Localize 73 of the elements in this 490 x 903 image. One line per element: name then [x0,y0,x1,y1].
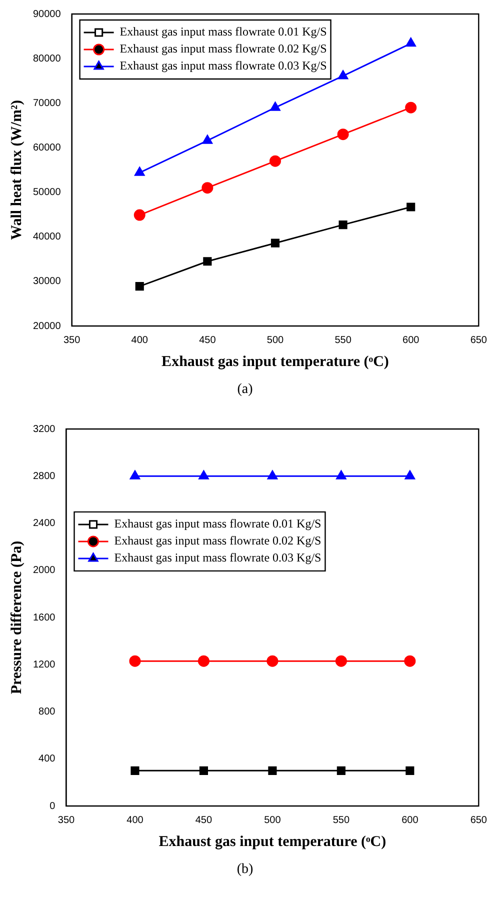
x-tick-label: 450 [195,814,212,826]
point [269,155,281,167]
point [337,128,349,140]
y-tick-label: 3200 [32,424,56,435]
legend-label: Exhaust gas input mass flowrate 0.01 Kg/S [114,516,322,531]
y-axis-title: Pressure difference (Pa) [8,540,25,694]
y-axis-title: Wall heat flux (W/m²) [8,100,25,240]
point [270,238,280,248]
point [270,102,280,111]
x-tick-label: 500 [264,814,282,826]
y-tick-label: 2800 [32,470,56,482]
x-tick-label: 600 [402,334,420,346]
y-tick-label: 90000 [32,8,62,20]
y-tick-label: 1600 [32,612,56,624]
x-axis-title: Exhaust gas input temperature (ᵒC) [158,834,386,850]
x-tick-label: 550 [332,814,350,826]
point [266,655,278,667]
legend-label: Exhaust gas input mass flowrate 0.02 Kg/S [120,42,327,56]
y-tick-label: 2000 [32,565,56,576]
point [335,655,347,667]
point [404,655,416,667]
point [406,38,416,47]
point [338,220,348,230]
y-tick-label: 40000 [32,232,62,243]
point [130,766,140,775]
y-tick-label: 1200 [32,659,56,670]
y-tick-label: 400 [38,754,56,765]
point [203,257,212,266]
text: (b) [236,861,254,879]
y-tick-label: 60000 [32,142,62,154]
point [134,209,146,221]
y-tick-label: 80000 [32,53,62,64]
x-tick-label: 550 [334,334,352,346]
point [336,470,346,480]
y-tick-label: 800 [38,706,56,718]
legend-label: Exhaust gas input mass flowrate 0.03 Kg/S [120,58,327,73]
x-tick-label: 350 [58,814,76,826]
point [338,70,348,80]
point [267,470,278,480]
point [202,134,213,144]
y-tick-label: 30000 [32,276,62,288]
point [404,470,416,480]
point [198,655,210,667]
legend-label: Exhaust gas input mass flowrate 0.03 Kg/S [114,550,322,565]
point [135,282,144,291]
x-tick-label: 400 [131,334,148,346]
point [129,655,141,667]
x-tick-label: 600 [402,814,419,826]
x-tick-label: 400 [126,814,144,826]
y-tick-label: 70000 [32,98,62,109]
point [199,766,208,775]
x-tick-label: 500 [266,334,284,346]
x-tick-label: 350 [63,334,81,346]
point [130,470,140,480]
x-tick-label: 650 [470,334,488,346]
x-tick-label: 450 [199,334,216,346]
x-tick-label: 650 [470,814,488,826]
legend-label: Exhaust gas input mass flowrate 0.02 Kg/S [114,534,322,548]
legend-label: Exhaust gas input mass flowrate 0.01 Kg/S [120,24,327,39]
y-tick-label: 50000 [32,187,62,198]
point [198,470,209,480]
y-tick-label: 0 [50,800,56,812]
point [134,166,145,176]
point [268,766,277,775]
x-axis-title: Exhaust gas input temperature (ᵒC) [162,354,389,370]
point [405,102,417,114]
y-tick-label: 2400 [32,518,56,529]
point [202,182,214,194]
y-tick-label: 20000 [32,320,62,332]
point [406,202,416,212]
point [406,766,414,775]
point [336,766,346,775]
text: (a) [236,381,254,399]
